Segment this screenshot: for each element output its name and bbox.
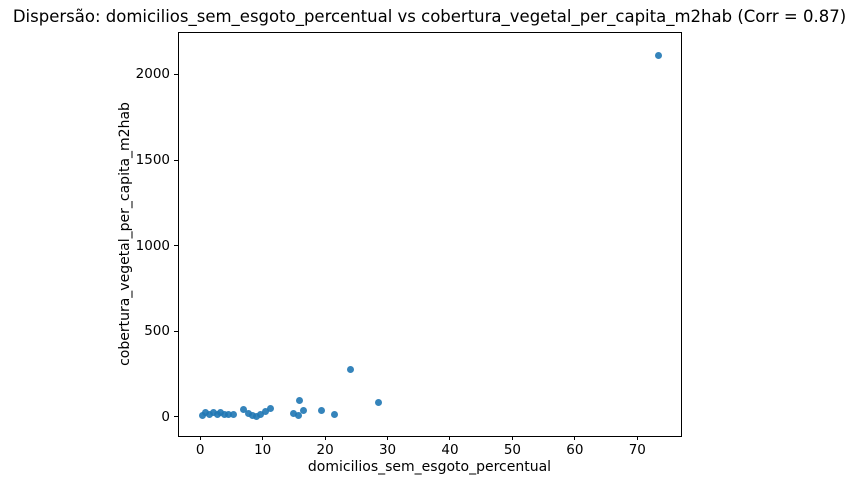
x-tick-mark xyxy=(636,436,638,440)
x-tick-mark xyxy=(262,436,264,440)
y-tick-mark xyxy=(174,416,178,418)
data-point xyxy=(294,412,302,420)
x-tick-mark xyxy=(324,436,326,440)
data-point xyxy=(374,398,382,406)
x-tick-mark xyxy=(387,436,389,440)
data-point xyxy=(248,411,256,419)
data-point xyxy=(221,410,229,418)
x-tick-label: 30 xyxy=(378,442,397,458)
x-tick-mark xyxy=(511,436,513,440)
y-tick-label: 0 xyxy=(161,408,170,425)
data-point xyxy=(213,411,221,419)
data-point xyxy=(217,409,225,417)
y-tick-label: 2000 xyxy=(135,66,170,83)
data-point xyxy=(289,409,297,417)
data-point xyxy=(244,410,252,418)
y-tick-mark xyxy=(174,73,178,75)
data-point xyxy=(225,411,233,419)
x-tick-label: 0 xyxy=(195,442,205,458)
x-axis-label: domicilios_sem_esgoto_percentual xyxy=(307,459,552,475)
y-tick-mark xyxy=(174,245,178,247)
data-point xyxy=(206,410,214,418)
data-point xyxy=(230,410,238,418)
data-point xyxy=(296,396,303,404)
x-tick-mark xyxy=(199,436,201,440)
data-point xyxy=(330,411,338,419)
data-point xyxy=(266,404,274,412)
x-tick-label: 40 xyxy=(441,442,459,458)
data-point xyxy=(318,407,326,415)
data-point xyxy=(655,52,663,60)
y-tick-mark xyxy=(174,330,178,332)
data-point xyxy=(257,410,265,418)
y-axis-label: cobertura_vegetal_per_capita_m2hab xyxy=(117,102,133,366)
y-tick-mark xyxy=(174,159,178,161)
y-tick-label: 1500 xyxy=(135,152,170,169)
data-point xyxy=(299,407,307,415)
x-tick-mark xyxy=(574,436,576,440)
data-point xyxy=(347,366,355,374)
data-point xyxy=(252,412,260,420)
x-tick-mark xyxy=(449,436,451,440)
data-point xyxy=(201,408,209,416)
data-point xyxy=(261,408,269,416)
x-tick-label: 70 xyxy=(628,442,646,458)
y-tick-label: 1000 xyxy=(135,237,170,254)
data-point xyxy=(209,408,217,416)
data-point xyxy=(240,406,248,414)
x-tick-label: 50 xyxy=(503,442,521,458)
x-tick-label: 20 xyxy=(316,442,334,458)
x-tick-label: 10 xyxy=(254,442,272,458)
y-tick-label: 500 xyxy=(144,323,170,340)
x-tick-label: 60 xyxy=(566,442,584,458)
chart-title: Dispersão: domicilios_sem_esgoto_percent… xyxy=(12,7,847,26)
plot-area: 0 10 20 30 40 50 60 70 0 500 1000 1500 2000 xyxy=(136,32,682,458)
